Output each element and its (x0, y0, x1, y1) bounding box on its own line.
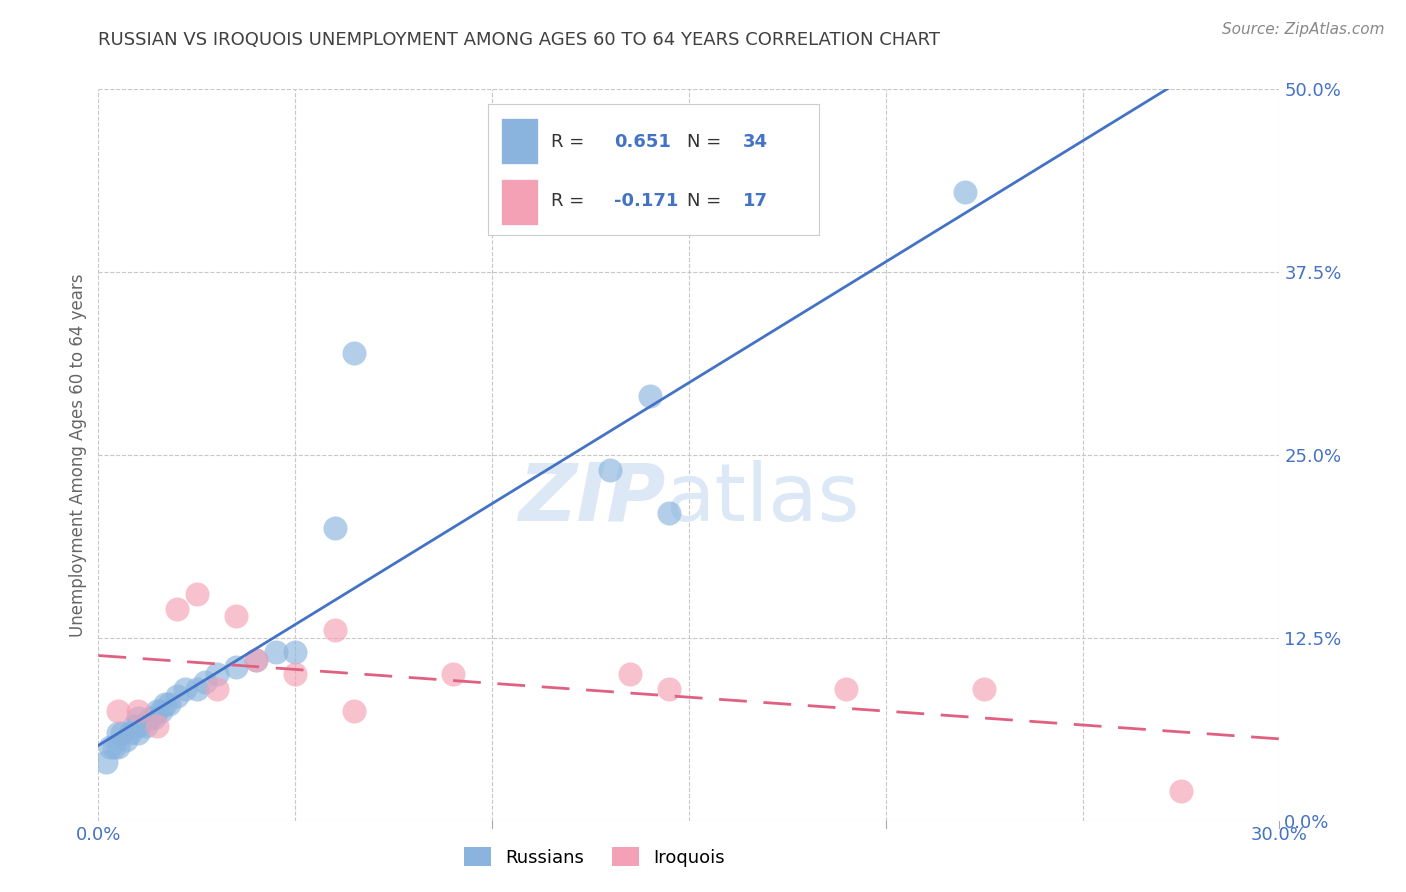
Point (166, 690, 188, 704)
Point (127, 726, 149, 740)
Point (107, 704, 129, 718)
Point (194, 674, 217, 689)
Point (107, 726, 129, 740)
Point (323, 624, 346, 638)
Point (953, 185, 976, 199)
Point (142, 711, 165, 725)
Point (658, 507, 681, 521)
Point (245, 653, 267, 667)
Point (245, 653, 267, 667)
Text: RUSSIAN VS IROQUOIS UNEMPLOYMENT AMONG AGES 60 TO 64 YEARS CORRELATION CHART: RUSSIAN VS IROQUOIS UNEMPLOYMENT AMONG A… (98, 31, 941, 49)
Point (441, 667, 464, 681)
Point (155, 697, 177, 711)
Point (186, 587, 208, 601)
Point (146, 704, 169, 718)
Point (111, 726, 134, 740)
Point (284, 645, 307, 659)
Point (186, 681, 208, 696)
Point (638, 389, 661, 403)
Point (157, 697, 180, 711)
Point (127, 704, 149, 718)
Point (205, 681, 228, 696)
Point (146, 718, 169, 732)
Point (1170, 784, 1192, 798)
Point (127, 718, 149, 732)
Text: ZIP: ZIP (517, 459, 665, 538)
Point (118, 726, 141, 740)
Point (323, 521, 346, 535)
Point (115, 733, 138, 747)
Legend: Russians, Iroquois: Russians, Iroquois (457, 840, 733, 874)
Point (205, 667, 228, 681)
Point (599, 462, 621, 476)
Point (103, 740, 125, 755)
Point (343, 345, 366, 359)
Point (96, 755, 118, 769)
Point (343, 704, 366, 718)
Point (835, 681, 858, 696)
Text: atlas: atlas (665, 459, 859, 538)
Point (98, 740, 121, 755)
Point (658, 681, 681, 696)
Point (127, 711, 149, 725)
Point (264, 645, 287, 659)
Point (619, 667, 641, 681)
Point (973, 681, 995, 696)
Y-axis label: Unemployment Among Ages 60 to 64 years: Unemployment Among Ages 60 to 64 years (69, 273, 87, 637)
Point (107, 740, 129, 755)
Point (166, 601, 188, 615)
Point (284, 667, 307, 681)
Point (174, 681, 197, 696)
Point (135, 718, 157, 732)
Point (138, 711, 160, 725)
Text: Source: ZipAtlas.com: Source: ZipAtlas.com (1222, 22, 1385, 37)
Point (225, 660, 247, 674)
Point (122, 718, 145, 732)
Point (225, 608, 247, 623)
Point (150, 704, 173, 718)
